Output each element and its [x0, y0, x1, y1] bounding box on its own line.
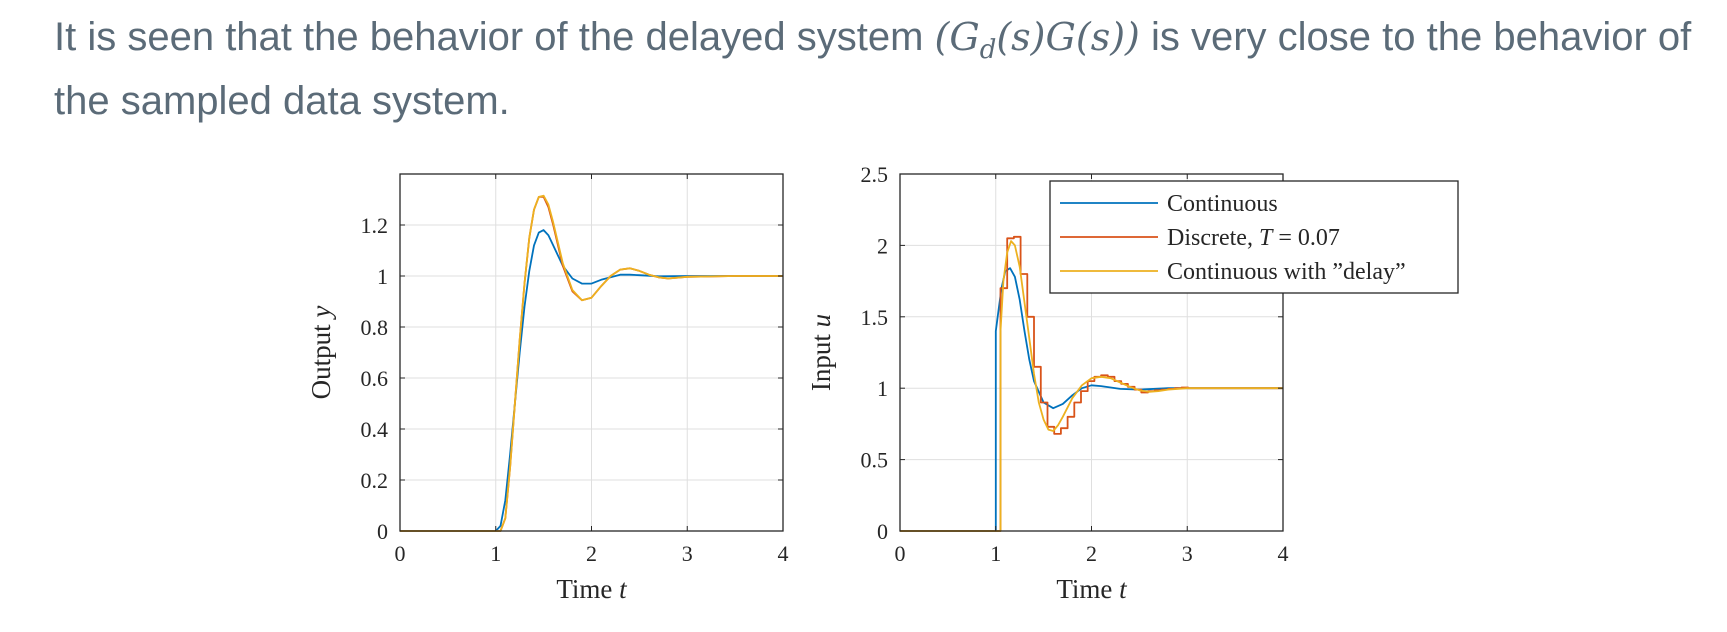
x-tick-label: 3 — [682, 541, 693, 566]
caption-math-s2: (s)) — [1075, 15, 1140, 59]
legend-label: Continuous with ”delay” — [1167, 259, 1406, 285]
series-line-3 — [400, 194, 783, 532]
caption-math-open: ( — [934, 15, 950, 59]
x-tick-label: 4 — [1278, 541, 1289, 566]
caption-math-g1: G — [949, 15, 980, 59]
y-tick-label: 0.5 — [861, 448, 889, 473]
x-tick-label: 0 — [395, 541, 406, 566]
chart-2: 0 1 2 3 4 0 0.5 1 1.5 2 2.5 Time t Input u Continuous… — [806, 162, 1459, 604]
x-axis-label: Time t — [556, 574, 628, 604]
y-tick-label: 1.2 — [361, 213, 389, 238]
caption-math-g2: G — [1045, 15, 1076, 59]
caption-math-s1: (s) — [996, 15, 1046, 59]
caption-math-sub: d — [979, 35, 997, 65]
y-tick-label: 1.5 — [861, 305, 889, 330]
y-tick-label: 0.4 — [361, 417, 389, 442]
y-axis-label: Input u — [806, 314, 836, 391]
chart-1: 0 1 2 3 4 0 0.2 0.4 0.6 0.8 1 1.2 Time t Output y — [306, 173, 789, 604]
x-tick-label: 2 — [586, 541, 597, 566]
x-tick-label: 0 — [895, 541, 906, 566]
y-tick-label: 0.8 — [361, 315, 389, 340]
x-tick-label: 4 — [778, 541, 789, 566]
caption-text-before: It is seen that the behavior of the dela… — [54, 15, 935, 59]
y-tick-label: 1 — [377, 264, 388, 289]
y-tick-label: 0 — [877, 519, 888, 544]
y-tick-label: 0.2 — [361, 468, 389, 493]
y-tick-label: 2 — [877, 233, 888, 258]
y-tick-label: 2.5 — [861, 162, 889, 187]
y-axis-label: Output y — [306, 306, 336, 400]
caption-text-after: is very close to the behavior of the sam… — [54, 15, 1692, 123]
legend-label: Continuous — [1167, 191, 1278, 217]
series-line-3 — [900, 240, 1283, 532]
x-tick-label: 1 — [490, 541, 501, 566]
x-tick-label: 1 — [990, 541, 1001, 566]
caption-paragraph: It is seen that the behavior of the dela… — [54, 12, 1714, 127]
y-tick-label: 0 — [377, 519, 388, 544]
y-tick-label: 1 — [877, 376, 888, 401]
x-axis-label: Time t — [1056, 574, 1128, 604]
x-tick-label: 3 — [1182, 541, 1193, 566]
y-tick-label: 0.6 — [361, 366, 389, 391]
legend-label: Discrete, T = 0.07 — [1167, 225, 1340, 251]
legend: Continuous Discrete, T = 0.07 Continuous w… — [1049, 180, 1459, 294]
x-tick-label: 2 — [1086, 541, 1097, 566]
